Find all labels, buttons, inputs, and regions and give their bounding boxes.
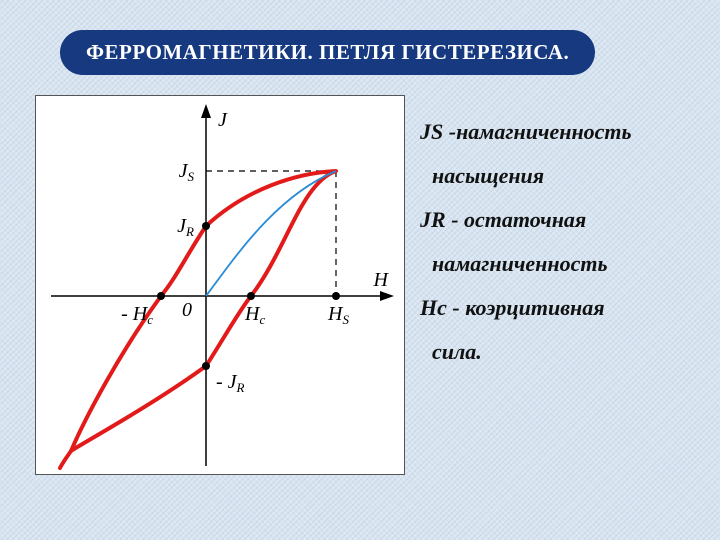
svg-text:- JR: - JR <box>216 371 245 395</box>
title-pill: ФЕРРОМАГНЕТИКИ. ПЕТЛЯ ГИСТЕРЕЗИСА. <box>60 30 595 75</box>
desc-jr: JR <box>420 207 451 232</box>
svg-text:0: 0 <box>182 299 192 321</box>
desc-hc: Hc <box>420 295 452 320</box>
svg-text:JR: JR <box>177 215 194 239</box>
legend-description: JS -намагниченность насыщения JR - остат… <box>420 110 700 374</box>
desc-js-t: -намагниченность <box>449 119 632 144</box>
desc-js: JS <box>420 119 449 144</box>
desc-hc-t: - коэрцитивная <box>452 295 604 320</box>
hysteresis-chart: J H 0 JS JR - JR Hc - Hc HS <box>35 95 405 475</box>
svg-text:- Hc: - Hc <box>121 303 153 327</box>
svg-text:HS: HS <box>327 303 349 327</box>
svg-text:J: J <box>218 109 228 131</box>
svg-text:H: H <box>373 269 390 291</box>
svg-text:JS: JS <box>179 160 195 184</box>
desc-l2: насыщения <box>432 163 544 188</box>
svg-text:Hc: Hc <box>244 303 265 327</box>
desc-l6: сила. <box>432 339 482 364</box>
desc-l4: намагниченность <box>432 251 608 276</box>
desc-jr-t: - остаточная <box>451 207 586 232</box>
